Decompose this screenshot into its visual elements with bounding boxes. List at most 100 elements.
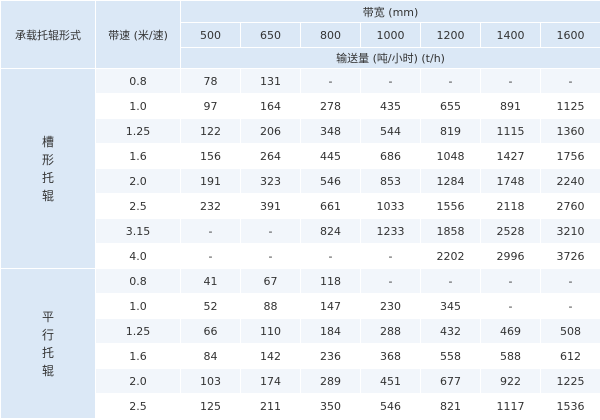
value-cell: 853 (360, 168, 421, 194)
speed-cell: 1.25 (95, 318, 181, 344)
value-cell: - (300, 68, 361, 94)
value-cell: 103 (180, 368, 241, 394)
speed-cell: 2.5 (95, 393, 181, 419)
value-cell: 3726 (539, 243, 600, 269)
value-cell: - (240, 218, 301, 244)
value-cell: - (420, 68, 481, 94)
header-row: 承载托辊形式 带速 (米/速) 带宽 (mm) (0, 0, 600, 69)
data-row: 3.15- -824 1233 1858 2528 3210 (1, 218, 600, 244)
value-cell: 1756 (539, 143, 600, 169)
value-cell: 41 (180, 268, 241, 294)
value-cell: 230 (360, 293, 421, 319)
value-cell: 558 (420, 343, 481, 369)
value-cell: 278 (300, 93, 361, 119)
value-cell: 289 (300, 368, 361, 394)
data-row: 槽形托辊 0.8 78 131- - - - - (0, 68, 600, 269)
data-row: 1.6 84 142 236 368 558 588 612 (1, 343, 600, 369)
value-cell: 67 (240, 268, 301, 294)
value-cell: 350 (300, 393, 361, 419)
speed-cell: 1.6 (95, 143, 181, 169)
value-cell: 368 (360, 343, 421, 369)
value-cell: 891 (480, 93, 541, 119)
width-cell: 650 (240, 22, 301, 48)
value-cell: 612 (539, 343, 600, 369)
value-cell: 1427 (480, 143, 541, 169)
data-row: 1.25 122 206 348 544 819 1115 1360 (1, 118, 600, 144)
value-cell: 125 (180, 393, 241, 419)
value-cell: 122 (180, 118, 241, 144)
value-cell: 88 (240, 293, 301, 319)
value-cell: - (420, 268, 481, 294)
width-cell: 1400 (480, 22, 541, 48)
speed-cell: 4.0 (95, 243, 181, 269)
width-cell: 800 (300, 22, 361, 48)
speed-cell: 0.8 (95, 68, 181, 94)
speed-header: 带速 (米/速) (95, 0, 181, 69)
value-cell: 2202 (420, 243, 481, 269)
value-cell: 1125 (539, 93, 600, 119)
group-cell: 平行托辊 (0, 268, 96, 419)
data-row: 2.0 191 323 546 853 1284 1748 2240 (1, 168, 600, 194)
value-cell: 2760 (539, 193, 600, 219)
data-row: 1.25 66 110 184 288 432 469 508 (1, 318, 600, 344)
value-cell: 1360 (539, 118, 600, 144)
value-cell: 824 (300, 218, 361, 244)
value-cell: 323 (240, 168, 301, 194)
value-cell: 3210 (539, 218, 600, 244)
width-cell: 500 (180, 22, 241, 48)
value-cell: 52 (180, 293, 241, 319)
value-cell: 1536 (539, 393, 600, 419)
speed-cell: 2.5 (95, 193, 181, 219)
value-cell: 432 (420, 318, 481, 344)
value-cell: 2240 (539, 168, 600, 194)
group-label: 平行托辊 (41, 309, 54, 378)
value-cell: 686 (360, 143, 421, 169)
value-cell: - (180, 243, 241, 269)
speed-cell: 2.0 (95, 168, 181, 194)
value-cell: 451 (360, 368, 421, 394)
value-cell: 546 (300, 168, 361, 194)
value-cell: 1556 (420, 193, 481, 219)
speed-cell: 0.8 (95, 268, 181, 294)
speed-cell: 1.25 (95, 118, 181, 144)
value-cell: 1115 (480, 118, 541, 144)
value-cell: 118 (300, 268, 361, 294)
value-cell: 1233 (360, 218, 421, 244)
data-row: 2.5 125 211 350 546 821 1117 1536 (1, 393, 600, 419)
speed-cell: 1.0 (95, 293, 181, 319)
value-cell: 232 (180, 193, 241, 219)
value-cell: 84 (180, 343, 241, 369)
value-cell: 677 (420, 368, 481, 394)
value-cell: 2528 (480, 218, 541, 244)
value-cell: 348 (300, 118, 361, 144)
value-cell: 1033 (360, 193, 421, 219)
value-cell: 435 (360, 93, 421, 119)
width-cell: 1200 (420, 22, 481, 48)
width-header: 带宽 (mm) (179, 0, 600, 23)
value-cell: 922 (480, 368, 541, 394)
value-cell: 110 (240, 318, 301, 344)
value-cell: - (539, 68, 600, 94)
value-cell: - (539, 268, 600, 294)
value-cell: 147 (300, 293, 361, 319)
value-cell: 345 (420, 293, 481, 319)
header-row: 输送量 (吨/小时) (t/h) (1, 47, 600, 69)
group-label: 槽形托辊 (41, 134, 54, 203)
value-cell: - (360, 268, 421, 294)
value-cell: 288 (360, 318, 421, 344)
value-cell: 236 (300, 343, 361, 369)
value-cell: 131 (240, 68, 301, 94)
value-cell: 264 (240, 143, 301, 169)
capacity-header: 输送量 (吨/小时) (t/h) (179, 47, 600, 69)
value-cell: 2118 (480, 193, 541, 219)
value-cell: 588 (480, 343, 541, 369)
value-cell: 391 (240, 193, 301, 219)
value-cell: 191 (180, 168, 241, 194)
speed-cell: 2.0 (95, 368, 181, 394)
value-cell: - (360, 243, 421, 269)
value-cell: 1117 (480, 393, 541, 419)
value-cell: 1858 (420, 218, 481, 244)
value-cell: 1748 (480, 168, 541, 194)
